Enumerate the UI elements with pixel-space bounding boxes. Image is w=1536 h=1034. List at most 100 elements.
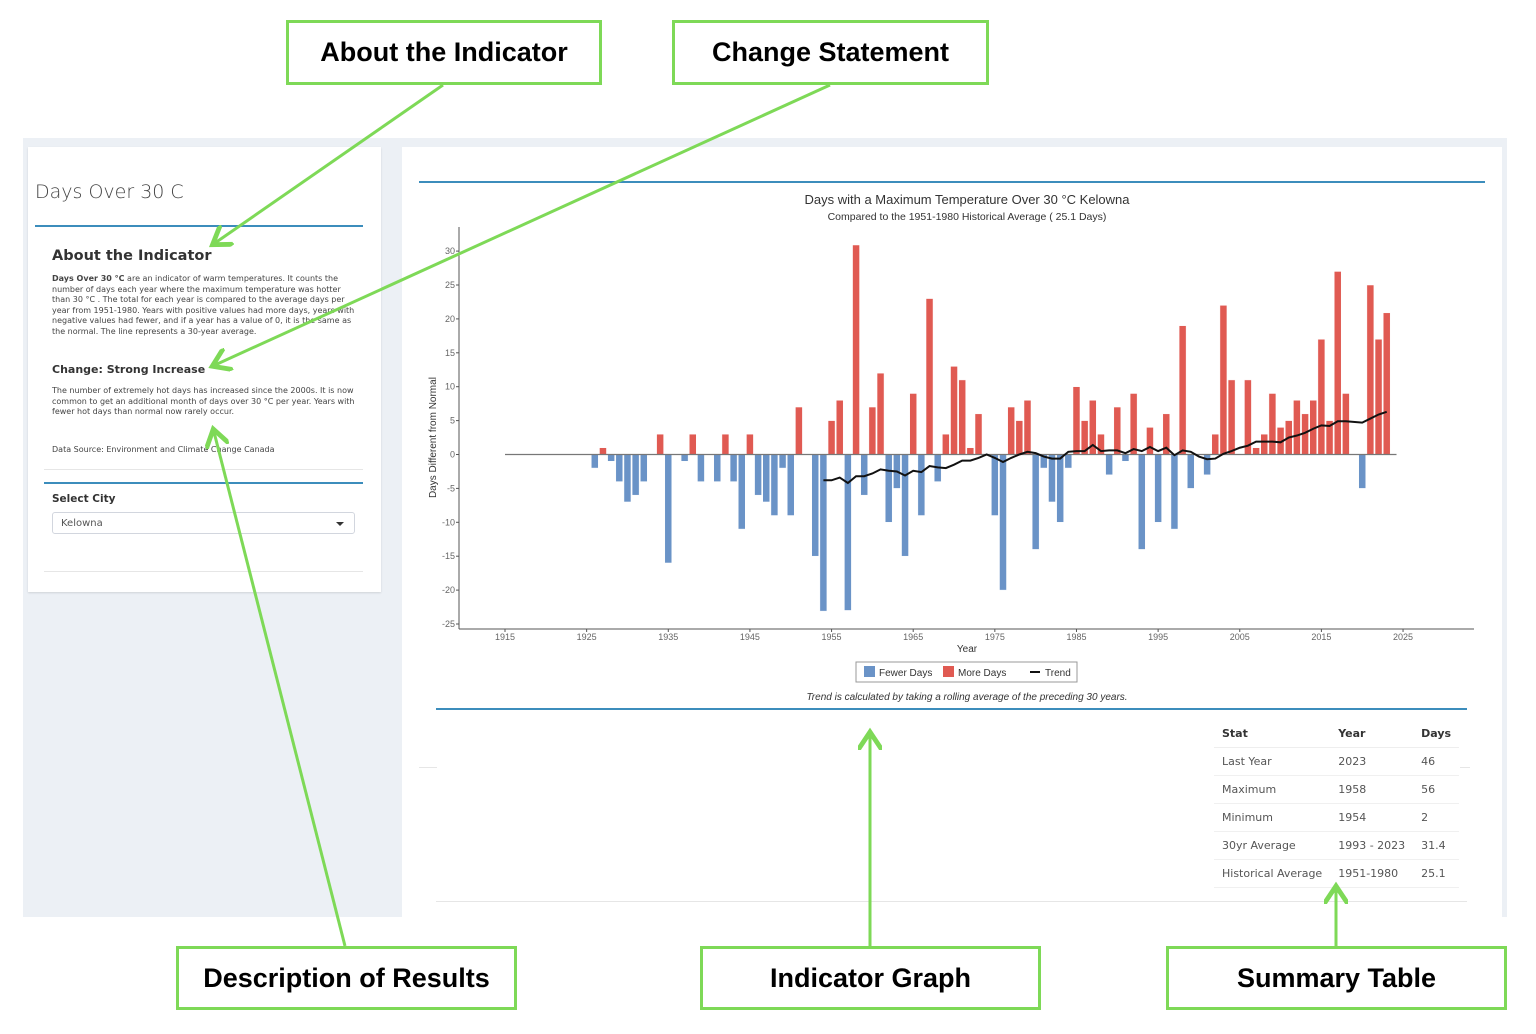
x-tick-label: 1915 <box>495 632 515 642</box>
y-tick-label: 20 <box>445 314 455 324</box>
bar-more-days <box>689 433 697 455</box>
x-tick-label: 2025 <box>1393 632 1413 642</box>
bar-fewer-days <box>811 454 819 557</box>
header-days: Days <box>1413 720 1460 748</box>
table-row: Maximum 1958 56 <box>1214 775 1460 804</box>
bar-fewer-days <box>1154 454 1162 523</box>
legend-label-fewer: Fewer Days <box>879 668 932 679</box>
table-cell: Maximum <box>1214 775 1331 804</box>
bar-more-days <box>1260 433 1269 455</box>
table-row: 30yr Average 1993 - 2023 31.4 <box>1214 831 1460 860</box>
about-heading: About the Indicator <box>52 248 212 264</box>
bar-more-days <box>1113 406 1122 455</box>
bar-more-days <box>1211 433 1220 455</box>
bar-fewer-days <box>1056 454 1064 523</box>
bar-more-days <box>827 420 836 455</box>
bar-more-days <box>1268 393 1277 455</box>
y-tick-label: 15 <box>445 348 455 358</box>
about-bold: Days Over 30 °C <box>52 274 125 283</box>
bar-more-days <box>1317 338 1326 455</box>
y-tick-label: -10 <box>442 517 455 527</box>
bar-fewer-days <box>640 454 648 482</box>
bar-fewer-days <box>819 454 828 612</box>
bar-fewer-days <box>999 454 1007 591</box>
change-text: The number of extremely hot days has inc… <box>52 386 355 417</box>
y-tick-label: 30 <box>445 246 455 256</box>
divider <box>44 482 363 484</box>
legend-swatch-more <box>943 666 954 677</box>
divider <box>44 469 363 470</box>
x-tick-label: 1975 <box>985 632 1005 642</box>
bar-more-days <box>1219 305 1228 455</box>
table-cell: Minimum <box>1214 803 1331 832</box>
bar-fewer-days <box>1105 454 1113 476</box>
table-cell: 2 <box>1413 803 1460 832</box>
y-tick-label: 5 <box>450 416 455 426</box>
bar-more-days <box>942 433 950 455</box>
chart-title: Days with a Maximum Temperature Over 30 … <box>804 192 1130 207</box>
bar-more-days <box>1007 406 1015 455</box>
bar-more-days <box>1227 379 1236 455</box>
x-tick-label: 1965 <box>903 632 923 642</box>
bar-more-days <box>1374 338 1383 455</box>
bar-more-days <box>1178 325 1187 455</box>
main-panel: Days with a Maximum Temperature Over 30 … <box>402 147 1502 917</box>
table-cell: Historical Average <box>1214 859 1331 888</box>
header-stat: Stat <box>1214 720 1331 748</box>
bar-fewer-days <box>1358 454 1366 489</box>
bar-fewer-days <box>754 454 762 496</box>
divider <box>436 901 1467 902</box>
table-row: Historical Average 1951-1980 25.1 <box>1214 859 1460 888</box>
sidebar-panel: Days Over 30 C About the Indicator Days … <box>28 147 381 592</box>
divider <box>436 708 1467 710</box>
bar-fewer-days <box>991 454 999 516</box>
bar-more-days <box>950 366 958 455</box>
x-tick-label: 1935 <box>658 632 678 642</box>
table-cell: 1993 - 2023 <box>1330 831 1414 860</box>
y-tick-label: 0 <box>450 450 455 460</box>
bar-fewer-days <box>615 454 624 482</box>
bar-fewer-days <box>770 454 779 516</box>
bar-more-days <box>966 447 975 455</box>
about-text: Days Over 30 °C are an indicator of warm… <box>52 274 358 338</box>
bar-fewer-days <box>1031 454 1040 550</box>
y-tick-label: 10 <box>445 382 455 392</box>
legend-label-trend: Trend <box>1045 668 1071 679</box>
bar-fewer-days <box>729 454 738 482</box>
chart-subtitle: Compared to the 1951-1980 Historical Ave… <box>828 211 1107 223</box>
bar-fewer-days <box>1048 454 1056 503</box>
table-header-row: Stat Year Days <box>1214 720 1460 748</box>
bar-fewer-days <box>607 454 615 462</box>
bar-more-days <box>1015 420 1024 455</box>
bar-more-days <box>909 393 917 455</box>
bar-more-days <box>1252 447 1260 455</box>
city-select[interactable]: Kelowna <box>52 512 355 534</box>
bar-fewer-days <box>762 454 770 503</box>
bar-fewer-days <box>1138 454 1146 550</box>
legend-box <box>855 661 1078 683</box>
annotation-change: Change Statement <box>672 20 989 85</box>
bar-more-days <box>656 433 664 455</box>
bar-more-days <box>795 406 803 455</box>
bar-fewer-days <box>778 454 787 469</box>
divider <box>44 571 363 572</box>
annotation-description: Description of Results <box>176 946 517 1010</box>
table-cell: 56 <box>1413 775 1460 804</box>
bar-fewer-days <box>1121 454 1130 462</box>
legend-swatch-fewer <box>864 666 875 677</box>
annotation-about: About the Indicator <box>286 20 602 85</box>
table-cell: Last Year <box>1214 747 1331 776</box>
bar-more-days <box>1023 400 1032 455</box>
bar-fewer-days <box>786 454 795 516</box>
bar-more-days <box>868 406 877 455</box>
table-cell: 2023 <box>1330 747 1414 776</box>
y-axis-label: Days Different from Normal <box>428 377 439 498</box>
table-row: Last Year 2023 46 <box>1214 747 1460 776</box>
table-cell: 31.4 <box>1413 831 1460 860</box>
bar-more-days <box>1146 427 1154 455</box>
bar-more-days <box>721 433 730 455</box>
bar-more-days <box>852 244 860 455</box>
trend-note: Trend is calculated by taking a rolling … <box>806 692 1128 703</box>
bar-more-days <box>746 433 754 455</box>
bar-more-days <box>1342 393 1350 455</box>
